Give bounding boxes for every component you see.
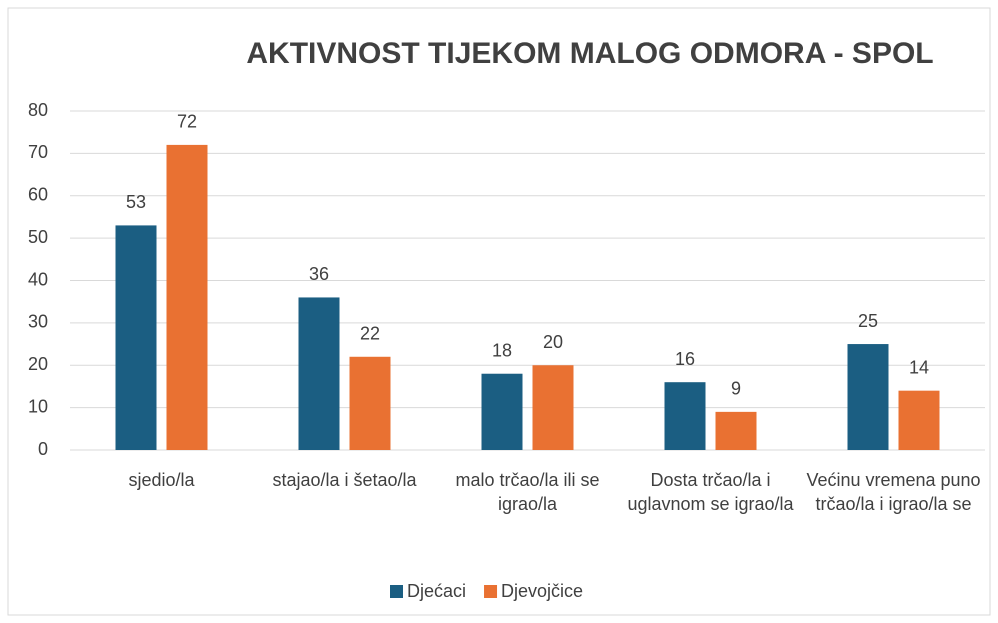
chart-title: AKTIVNOST TIJEKOM MALOG ODMORA - SPOL bbox=[246, 37, 933, 70]
x-tick-label: Dosta trčao/la i uglavnom se igrao/la bbox=[627, 470, 794, 514]
bar bbox=[532, 365, 574, 450]
y-tick-label: 0 bbox=[38, 439, 48, 459]
y-tick-label: 80 bbox=[28, 100, 48, 120]
data-label: 25 bbox=[858, 311, 878, 331]
y-tick-label: 60 bbox=[28, 185, 48, 205]
x-tick-label: stajao/la i šetao/la bbox=[272, 470, 417, 490]
legend-label: Djevojčice bbox=[501, 581, 583, 601]
data-label: 16 bbox=[675, 349, 695, 369]
bar bbox=[349, 356, 391, 450]
data-label: 53 bbox=[126, 192, 146, 212]
bar bbox=[298, 297, 340, 450]
bar bbox=[115, 225, 157, 450]
data-label: 72 bbox=[177, 112, 197, 132]
x-tick-label: malo trčao/la ili se igrao/la bbox=[455, 470, 600, 514]
y-tick-label: 40 bbox=[28, 269, 48, 289]
data-label: 36 bbox=[309, 264, 329, 284]
bar bbox=[664, 382, 706, 450]
data-label: 20 bbox=[543, 332, 563, 352]
bar bbox=[166, 144, 208, 450]
y-tick-label: 10 bbox=[28, 396, 48, 416]
x-tick-label: Većinu vremena puno trčao/la i igrao/la … bbox=[806, 470, 981, 514]
y-tick-label: 30 bbox=[28, 312, 48, 332]
data-label: 22 bbox=[360, 324, 380, 344]
data-label: 14 bbox=[909, 357, 929, 377]
legend-swatch bbox=[484, 585, 498, 598]
bar bbox=[898, 390, 940, 450]
y-tick-label: 20 bbox=[28, 354, 48, 374]
x-tick-label: sjedio/la bbox=[128, 470, 195, 490]
data-label: 9 bbox=[731, 379, 741, 399]
data-label: 18 bbox=[492, 340, 512, 360]
y-tick-label: 50 bbox=[28, 227, 48, 247]
bar bbox=[715, 411, 757, 450]
legend-label: Djećaci bbox=[407, 581, 466, 601]
bar bbox=[847, 344, 889, 450]
y-tick-label: 70 bbox=[28, 142, 48, 162]
bar bbox=[481, 373, 523, 450]
legend-swatch bbox=[390, 585, 403, 598]
